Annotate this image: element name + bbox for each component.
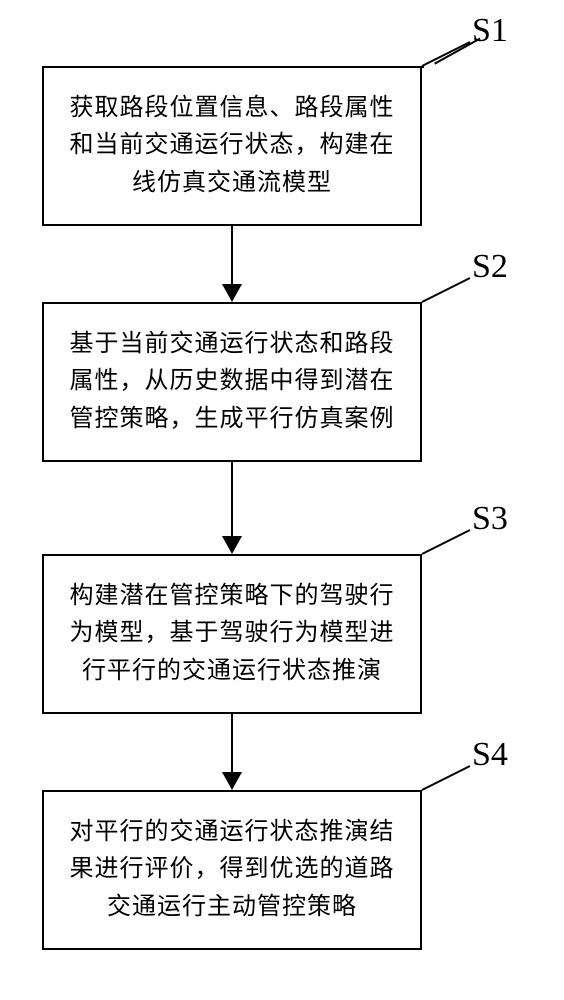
step-text-s1: 获取路段位置信息、路段属性和当前交通运行状态，构建在线仿真交通流模型 [64,90,400,202]
step-box-s1: 获取路段位置信息、路段属性和当前交通运行状态，构建在线仿真交通流模型 [42,66,422,226]
arrow-s1-s2 [222,284,242,302]
step-text-s4: 对平行的交通运行状态推演结果进行评价，得到优选的道路交通运行主动管控策略 [64,814,400,926]
edge-s1-s2 [231,226,233,284]
edge-s3-s4 [231,714,233,772]
leader-s1-actual [422,66,424,68]
step-label-s4: S4 [472,736,508,774]
step-box-s3: 构建潜在管控策略下的驾驶行为模型，基于驾驶行为模型进行平行的交通运行状态推演 [42,554,422,714]
step-label-s2: S2 [472,248,508,286]
edge-s2-s3 [231,462,233,536]
arrow-s2-s3 [222,536,242,554]
step-box-s4: 对平行的交通运行状态推演结果进行评价，得到优选的道路交通运行主动管控策略 [42,790,422,950]
step-text-s3: 构建潜在管控策略下的驾驶行为模型，基于驾驶行为模型进行平行的交通运行状态推演 [64,578,400,690]
step-label-s1: S1 [472,12,508,50]
step-box-s2: 基于当前交通运行状态和路段属性，从历史数据中得到潜在管控策略，生成平行仿真案例 [42,302,422,462]
flowchart-canvas: 获取路段位置信息、路段属性和当前交通运行状态，构建在线仿真交通流模型 S1 基于… [0,0,564,1000]
step-text-s2: 基于当前交通运行状态和路段属性，从历史数据中得到潜在管控策略，生成平行仿真案例 [64,326,400,438]
step-label-s3: S3 [472,500,508,538]
arrow-s3-s4 [222,772,242,790]
